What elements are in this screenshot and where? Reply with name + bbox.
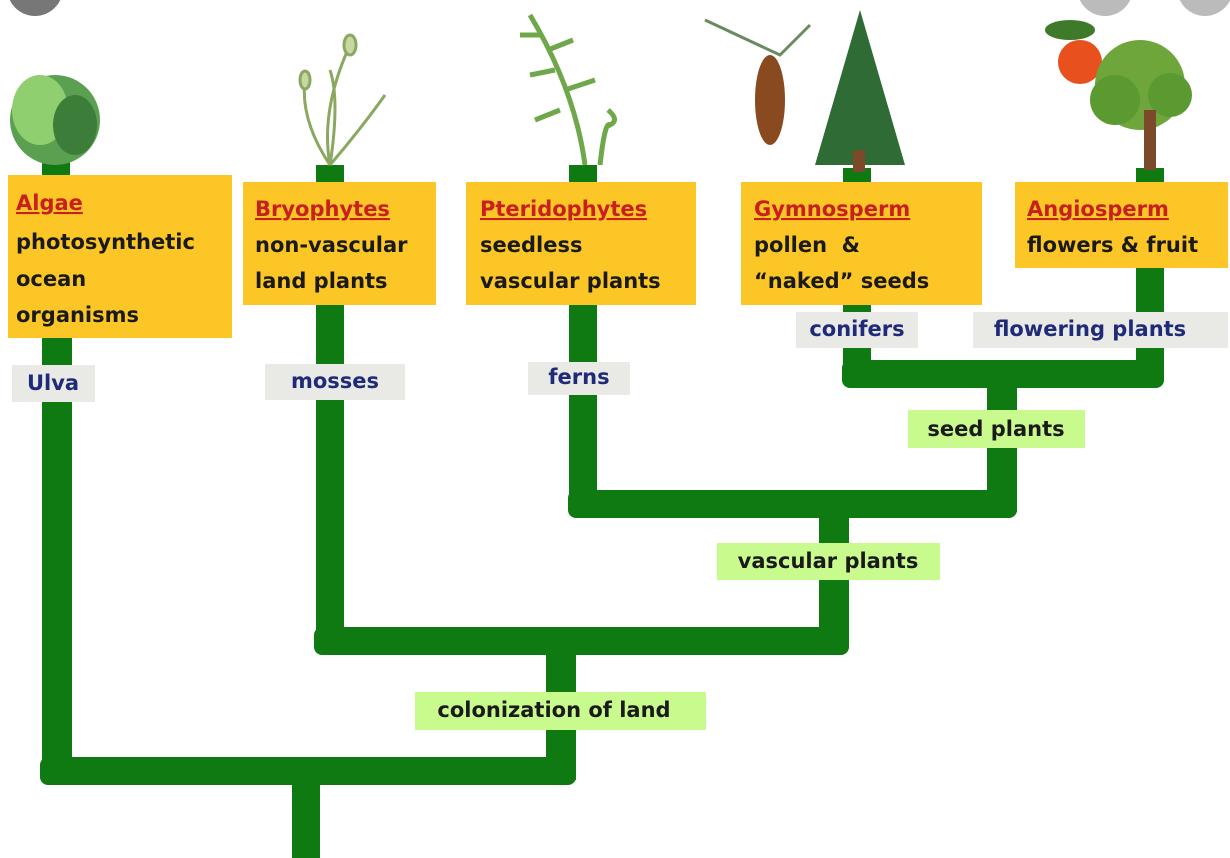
group-description: seedless — [480, 233, 582, 257]
group-description: organisms — [16, 303, 139, 327]
algae-icon — [10, 75, 100, 165]
corner-button — [1077, 0, 1133, 16]
group-name: Algae — [16, 191, 83, 215]
group-name: Bryophytes — [255, 197, 390, 221]
group-description: photosynthetic — [16, 230, 195, 254]
group-name: Angiosperm — [1027, 197, 1169, 221]
example-label: Ulva — [27, 371, 79, 395]
page: Algae photosynthetic ocean organisms Bry… — [0, 0, 1230, 858]
example-label: flowering plants — [994, 317, 1186, 341]
moss-icon — [300, 35, 385, 165]
conifer-icon — [705, 10, 905, 172]
group-description: ocean — [16, 267, 86, 291]
corner-button — [7, 0, 63, 16]
group-description: vascular plants — [480, 269, 661, 293]
angiosperm-icon — [1045, 20, 1192, 170]
group-name: Gymnosperm — [754, 197, 910, 221]
clade-label: seed plants — [927, 417, 1064, 441]
example-label: ferns — [548, 365, 609, 389]
corner-button — [1177, 0, 1230, 16]
group-description: flowers & fruit — [1027, 233, 1198, 257]
group-name: Pteridophytes — [480, 197, 647, 221]
group-description: non-vascular — [255, 233, 408, 257]
group-description: land plants — [255, 269, 388, 293]
example-label: mosses — [291, 369, 379, 393]
example-label: conifers — [809, 317, 904, 341]
fern-icon — [520, 15, 615, 165]
clade-label: vascular plants — [738, 549, 919, 573]
group-description: pollen & — [754, 233, 860, 257]
tree-diagram: Algae photosynthetic ocean organisms Bry… — [0, 0, 1230, 858]
clade-label: colonization of land — [437, 698, 670, 722]
group-description: “naked” seeds — [754, 269, 929, 293]
